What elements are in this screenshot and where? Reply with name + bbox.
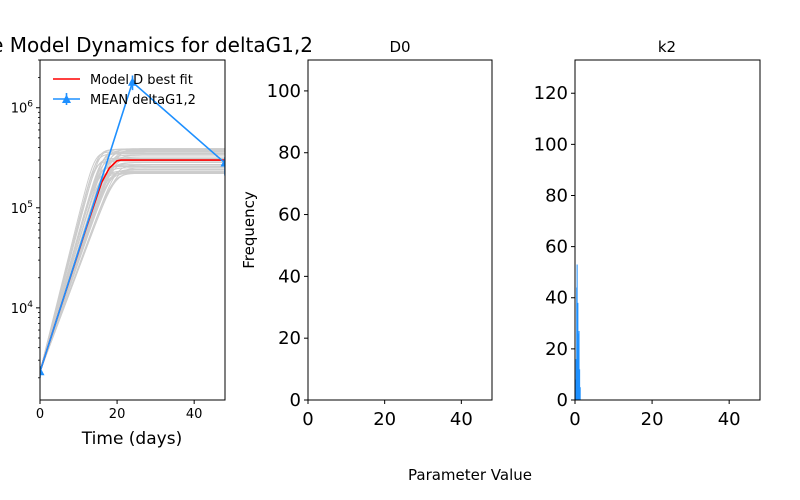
x-tick-label: 20: [641, 409, 664, 430]
k2-histogram-panel: 0 20 40 0 20 40 60 80 100 120 k2: [534, 38, 761, 430]
d0-title: D0: [389, 38, 410, 56]
y-tick-label: 120: [534, 83, 568, 104]
mean-point: [128, 77, 137, 86]
ensemble-trajectory: [40, 149, 225, 372]
y-tick-label: 60: [545, 237, 568, 258]
ensemble-trajectory: [40, 148, 225, 372]
dynamics-y-ticks: 104 105 106: [11, 59, 40, 379]
y-tick-label: 60: [278, 205, 301, 226]
d0-y-label: Frequency: [240, 191, 258, 269]
x-tick-label: 20: [373, 409, 396, 430]
d0-histogram-panel: 0 20 40 0 20 40 60 80 100 D0 Frequency: [240, 38, 493, 430]
y-tick-label: 80: [545, 185, 568, 206]
k2-histogram-bar: [579, 387, 581, 400]
y-tick-label: 100: [267, 81, 301, 102]
y-tick-label: 40: [545, 288, 568, 309]
k2-histogram-bars: [575, 264, 581, 400]
mean-point: [220, 158, 225, 167]
k2-histogram-bar: [578, 330, 580, 400]
legend-swatch-mean-marker: [62, 94, 71, 103]
dynamics-legend: Model D best fit MEAN deltaG1,2: [53, 73, 196, 108]
y-tick-label: 100: [534, 134, 568, 155]
ensemble-trajectory: [40, 167, 225, 372]
k2-y-ticks: 0 20 40 60 80 100 120: [534, 83, 575, 411]
dynamics-x-ticks: 0 20 40: [36, 400, 203, 422]
k2-histogram-bar: [575, 359, 577, 400]
x-tick-label: 0: [569, 409, 580, 430]
d0-y-ticks: 0 20 40 60 80 100: [267, 81, 308, 411]
y-tick-label: 0: [290, 390, 301, 411]
x-tick-label: 40: [450, 409, 473, 430]
y-tick-label: 106: [11, 100, 34, 117]
dynamics-title: e Model Dynamics for deltaG1,2: [0, 33, 313, 57]
y-tick-label: 104: [11, 300, 34, 317]
y-tick-label: 0: [557, 390, 568, 411]
k2-x-ticks: 0 20 40: [569, 400, 741, 430]
d0-x-ticks: 0 20 40: [302, 400, 473, 430]
legend-label-mean: MEAN deltaG1,2: [90, 93, 196, 108]
y-tick-label: 20: [545, 339, 568, 360]
dynamics-plot-area: [40, 75, 225, 378]
mean-point: [40, 366, 45, 376]
x-tick-label: 0: [36, 407, 44, 422]
ensemble-trajectory: [40, 167, 225, 372]
k2-histogram-bar: [575, 379, 577, 400]
x-tick-label: 40: [718, 409, 741, 430]
y-tick-label: 80: [278, 143, 301, 164]
mean-line: [40, 80, 225, 372]
x-tick-label: 0: [302, 409, 313, 430]
y-tick-label: 20: [278, 328, 301, 349]
k2-axes-frame: [574, 59, 761, 401]
dynamics-axes-frame: [39, 59, 226, 401]
k2-histogram-bar: [579, 369, 581, 400]
x-tick-label: 40: [186, 407, 203, 422]
shared-x-label: Parameter Value: [408, 466, 532, 484]
y-tick-label: 105: [11, 200, 33, 217]
dynamics-x-label: Time (days): [81, 429, 182, 449]
k2-title: k2: [658, 38, 676, 56]
ensemble-trajectory: [40, 164, 225, 372]
x-tick-label: 20: [109, 407, 126, 422]
d0-axes-frame: [307, 59, 493, 401]
y-tick-label: 40: [278, 266, 301, 287]
dynamics-panel: 0 20 40 104 105 106 e Model Dynamics for del…: [0, 33, 313, 449]
legend-label-best-fit: Model D best fit: [90, 73, 193, 88]
